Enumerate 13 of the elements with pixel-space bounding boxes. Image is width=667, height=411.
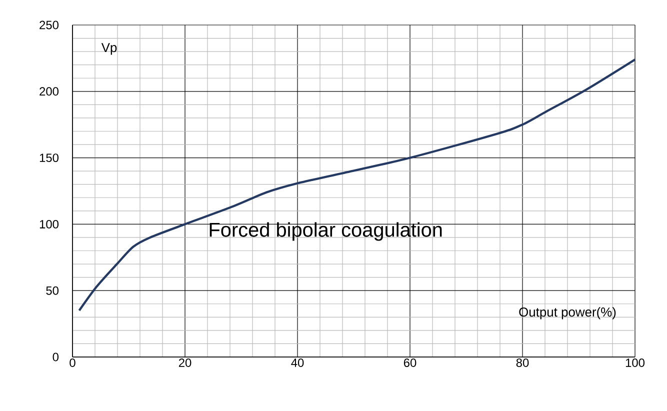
x-tick-label: 80 <box>516 358 529 367</box>
y-tick-label: 200 <box>40 87 59 96</box>
x-tick-label: 40 <box>291 358 304 367</box>
x-tick-label: 100 <box>626 358 645 367</box>
y-tick-label: 250 <box>40 20 59 30</box>
y-tick-label: 50 <box>46 286 59 295</box>
y-axis-title: Vp <box>101 43 117 55</box>
x-tick-label: 0 <box>70 358 76 367</box>
y-tick-label: 150 <box>40 154 59 162</box>
x-tick-label: 20 <box>178 358 192 367</box>
x-tick-label: 60 <box>404 358 416 367</box>
y-tick-label: 0 <box>52 352 59 362</box>
y-tick-label: 100 <box>40 220 59 228</box>
